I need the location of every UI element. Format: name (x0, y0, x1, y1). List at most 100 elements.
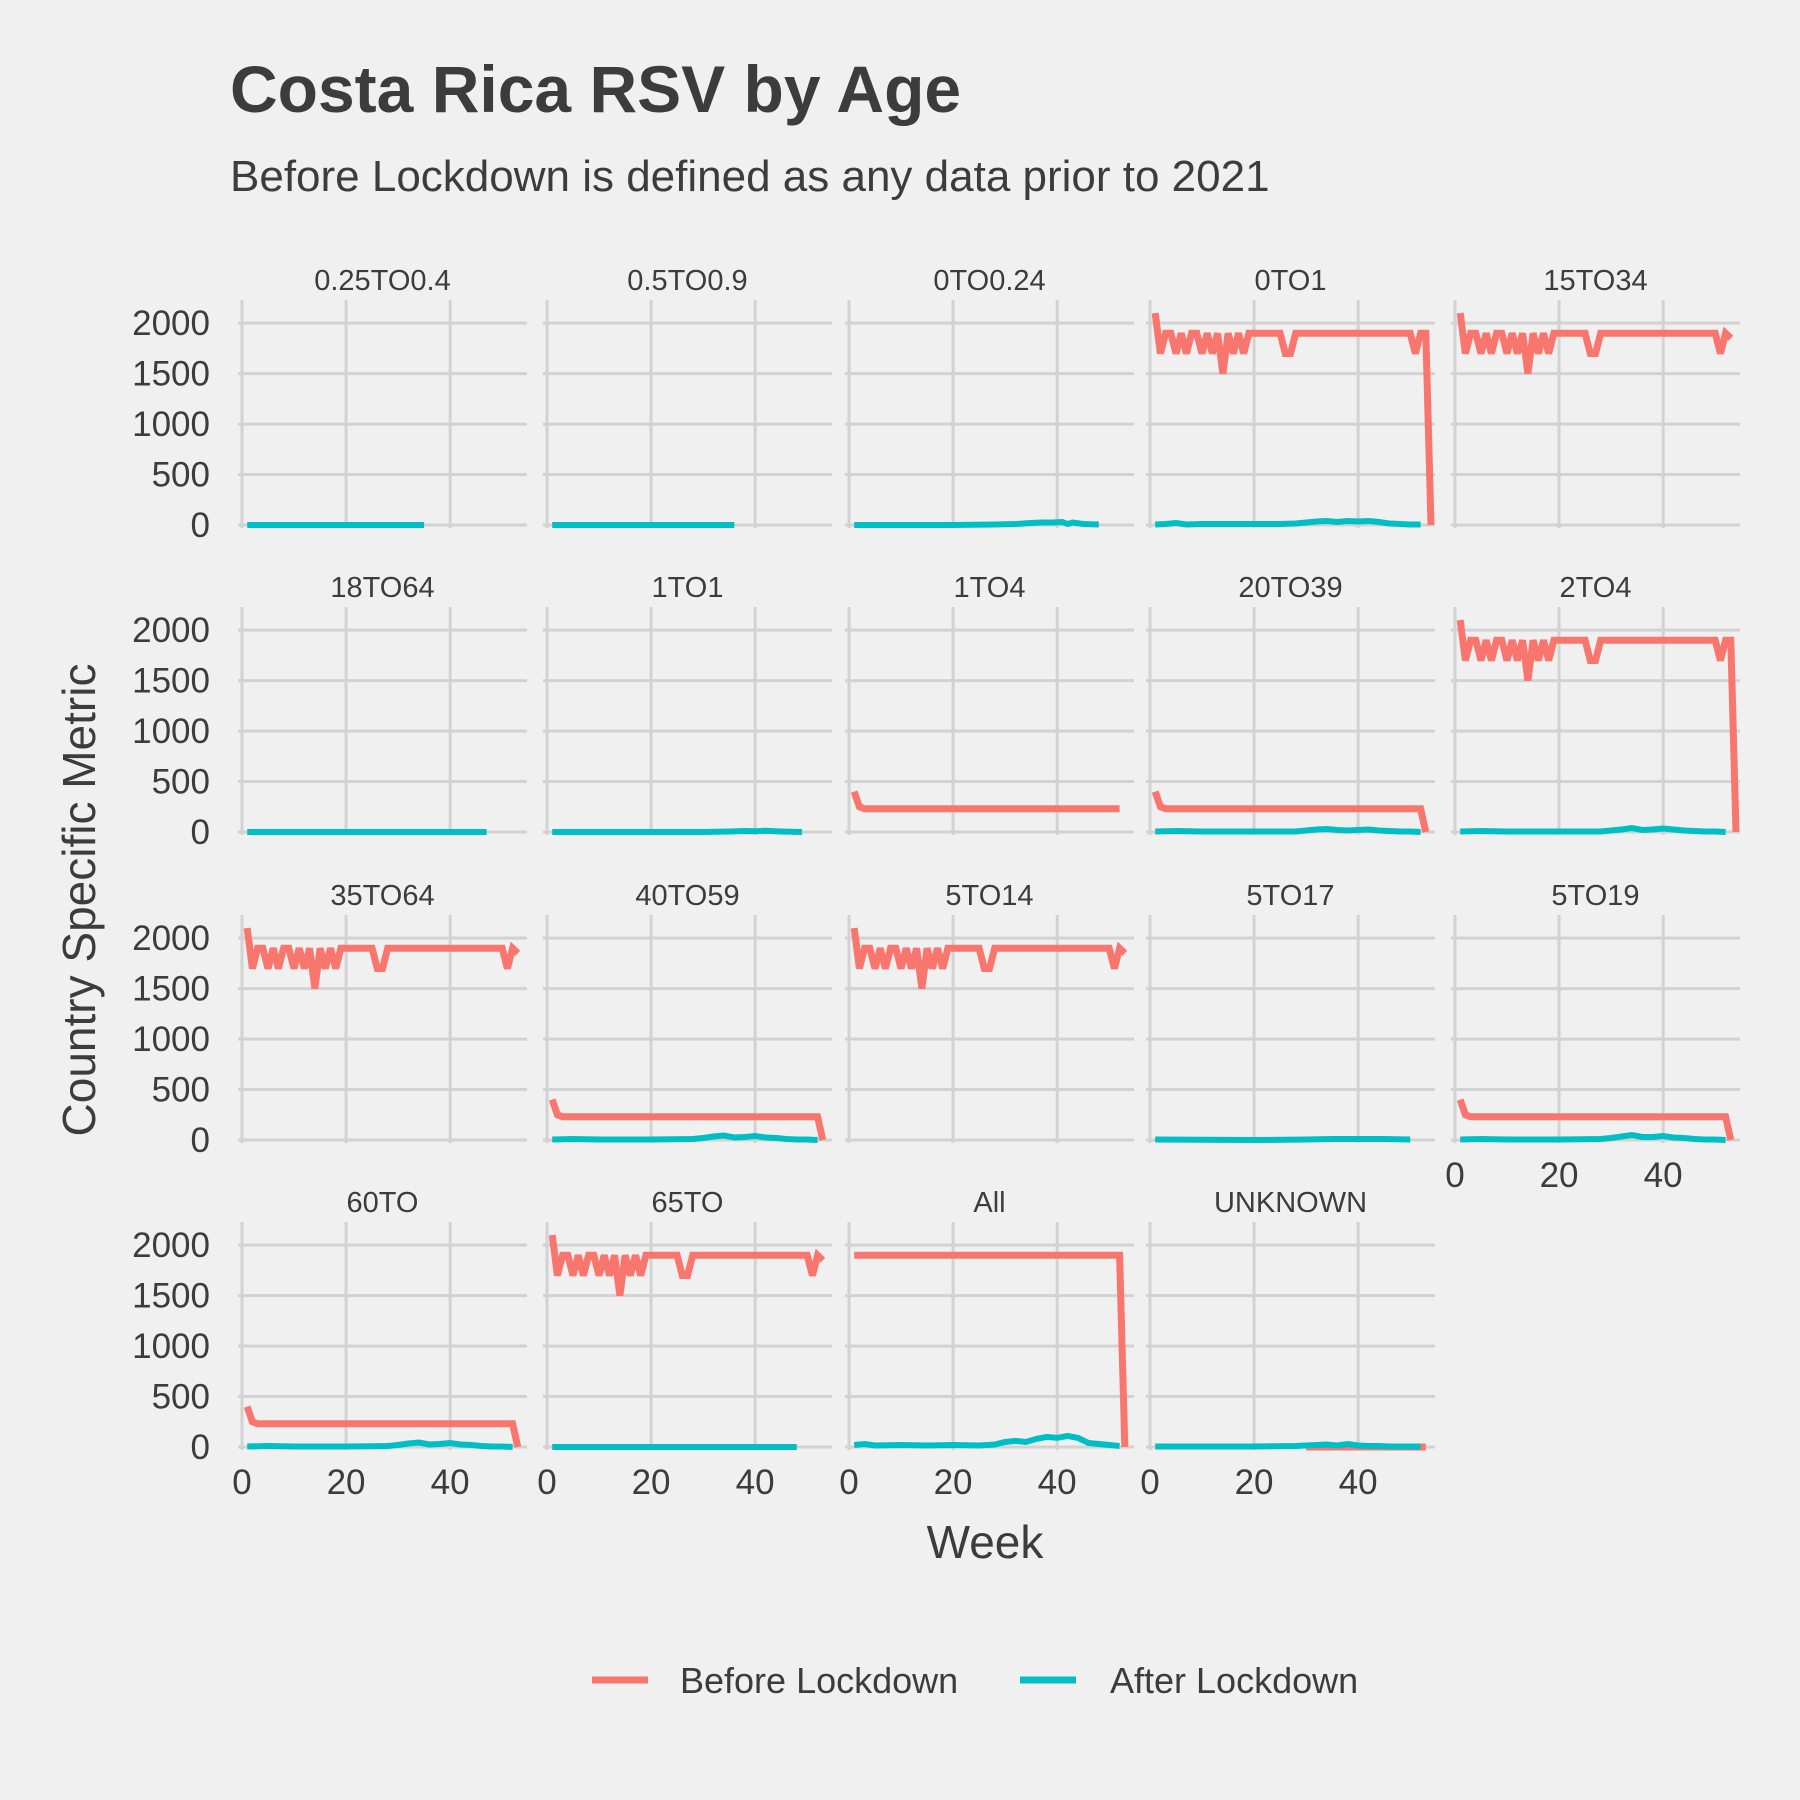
facet-panel: 0TO1 (1146, 265, 1435, 528)
series-line-before-lockdown (548, 1234, 826, 1297)
facet-strip-label: 5TO17 (1246, 880, 1334, 912)
facet-strip-label: 2TO4 (1559, 572, 1631, 604)
series-line-after-lockdown (1155, 1136, 1411, 1144)
series-line-after-lockdown (247, 1439, 513, 1450)
facet-strip-label: 5TO19 (1551, 880, 1639, 912)
y-tick-label: 1500 (132, 355, 210, 394)
series-line-before-lockdown (243, 1405, 522, 1448)
facet-panel: 5TO14 (845, 880, 1134, 1143)
facet-panel: 0TO0.24 (845, 265, 1134, 528)
facet-panel: 5TO17 (1146, 880, 1435, 1144)
series-line-before-lockdown (1151, 312, 1435, 526)
series-line-after-lockdown (1155, 825, 1421, 835)
series-line-after-lockdown (1460, 824, 1726, 835)
series-line-after-lockdown (1460, 1131, 1726, 1143)
x-tick-label: 40 (1644, 1156, 1683, 1195)
y-tick-label: 2000 (132, 1226, 210, 1265)
chart-title: Costa Rica RSV by Age (230, 52, 961, 126)
series-line-before-lockdown (1456, 619, 1740, 833)
y-tick-label: 1000 (132, 1327, 210, 1366)
x-tick-label: 20 (327, 1463, 366, 1502)
y-tick-label: 1000 (132, 405, 210, 444)
facet-panel: 5TO19 0 20 40 (1445, 880, 1740, 1195)
x-tick-label: 0 (1445, 1156, 1464, 1195)
series-line-before-lockdown (1456, 1098, 1735, 1141)
facet-panel: 15TO34 (1451, 265, 1740, 528)
facet-strip-label: All (973, 1187, 1005, 1219)
series-line-after-lockdown (1155, 517, 1421, 528)
y-tick-label: 1000 (132, 1020, 210, 1059)
series-line-before-lockdown (548, 1098, 827, 1141)
y-tick-label: 500 (152, 1378, 210, 1417)
series-line-before-lockdown (1151, 790, 1430, 833)
facet-strip-label: 0TO0.24 (933, 265, 1045, 297)
series-line-after-lockdown (552, 827, 803, 835)
facet-strip-label: 35TO64 (330, 880, 434, 912)
facet-strip-label: 20TO39 (1238, 572, 1342, 604)
facet-strip-label: 40TO59 (635, 880, 739, 912)
facet-strip-label: 0.25TO0.4 (314, 265, 451, 297)
facet-strip-label: 1TO4 (953, 572, 1025, 604)
facet-strip-label: 65TO (651, 1187, 723, 1219)
y-tick-label: 2000 (132, 611, 210, 650)
x-axis-title: Week (927, 1516, 1045, 1568)
facet-panel: 20TO39 (1146, 572, 1435, 835)
y-tick-label: 500 (152, 1071, 210, 1110)
x-tick-label: 0 (839, 1463, 858, 1502)
x-tick-label: 20 (632, 1463, 671, 1502)
x-tick-label: 20 (934, 1463, 973, 1502)
x-tick-label: 0 (537, 1463, 556, 1502)
facet-strip-label: 60TO (346, 1187, 418, 1219)
facet-panel: 60TO 0 500 1000 1500 2000 0 20 40 (132, 1187, 527, 1502)
x-tick-label: 40 (1038, 1463, 1077, 1502)
y-tick-label: 1500 (132, 662, 210, 701)
x-tick-label: 0 (1140, 1463, 1159, 1502)
series-line-before-lockdown (243, 927, 521, 990)
x-tick-label: 20 (1540, 1156, 1579, 1195)
facet-panel: 2TO4 (1451, 572, 1740, 835)
x-tick-label: 0 (232, 1463, 251, 1502)
facet-strip-label: 15TO34 (1543, 265, 1647, 297)
series-line-after-lockdown (854, 518, 1099, 528)
facet-strip-label: UNKNOWN (1214, 1187, 1367, 1219)
facet-panel: 65TO 0 20 40 (537, 1187, 832, 1502)
legend-label: After Lockdown (1110, 1660, 1358, 1701)
y-tick-label: 2000 (132, 304, 210, 343)
y-tick-label: 2000 (132, 919, 210, 958)
facet-strip-label: 0.5TO0.9 (627, 265, 747, 297)
legend-label: Before Lockdown (680, 1660, 958, 1701)
series-line-after-lockdown (853, 1432, 1120, 1449)
series-line-before-lockdown (854, 1251, 1129, 1448)
facet-strip-label: 0TO1 (1254, 265, 1326, 297)
y-tick-label: 0 (191, 813, 210, 852)
y-tick-label: 0 (191, 1428, 210, 1467)
series-line-after-lockdown (1155, 1440, 1421, 1450)
facet-panel: UNKNOWN 0 20 40 (1140, 1187, 1435, 1502)
facet-panel: 1TO4 (845, 572, 1134, 835)
facet-strip-label: 5TO14 (945, 880, 1033, 912)
x-tick-label: 20 (1235, 1463, 1274, 1502)
facet-panel: 1TO1 (543, 572, 832, 835)
x-tick-label: 40 (736, 1463, 775, 1502)
legend: Before Lockdown After Lockdown (592, 1660, 1358, 1701)
facet-panel: 0.5TO0.9 (543, 265, 832, 528)
facet-panel: 18TO64 0 500 1000 1500 2000 (132, 572, 527, 852)
y-axis-title: Country Specific Metric (53, 664, 105, 1137)
facet-strip-label: 1TO1 (651, 572, 723, 604)
y-tick-label: 0 (191, 506, 210, 545)
y-tick-label: 0 (191, 1121, 210, 1160)
facet-panel: 35TO64 0 500 1000 1500 2000 (132, 880, 527, 1160)
facet-panel: 40TO59 (543, 880, 832, 1143)
series-line-before-lockdown (1456, 312, 1734, 375)
series-line-after-lockdown (552, 1132, 818, 1143)
y-tick-label: 1000 (132, 712, 210, 751)
series-line-before-lockdown (850, 927, 1128, 990)
y-tick-label: 500 (152, 763, 210, 802)
facet-panel: 0.25TO0.4 0 500 1000 1500 2000 (132, 265, 527, 545)
y-tick-label: 1500 (132, 970, 210, 1009)
x-tick-label: 40 (431, 1463, 470, 1502)
chart-subtitle: Before Lockdown is defined as any data p… (230, 152, 1270, 201)
x-tick-label: 40 (1339, 1463, 1378, 1502)
